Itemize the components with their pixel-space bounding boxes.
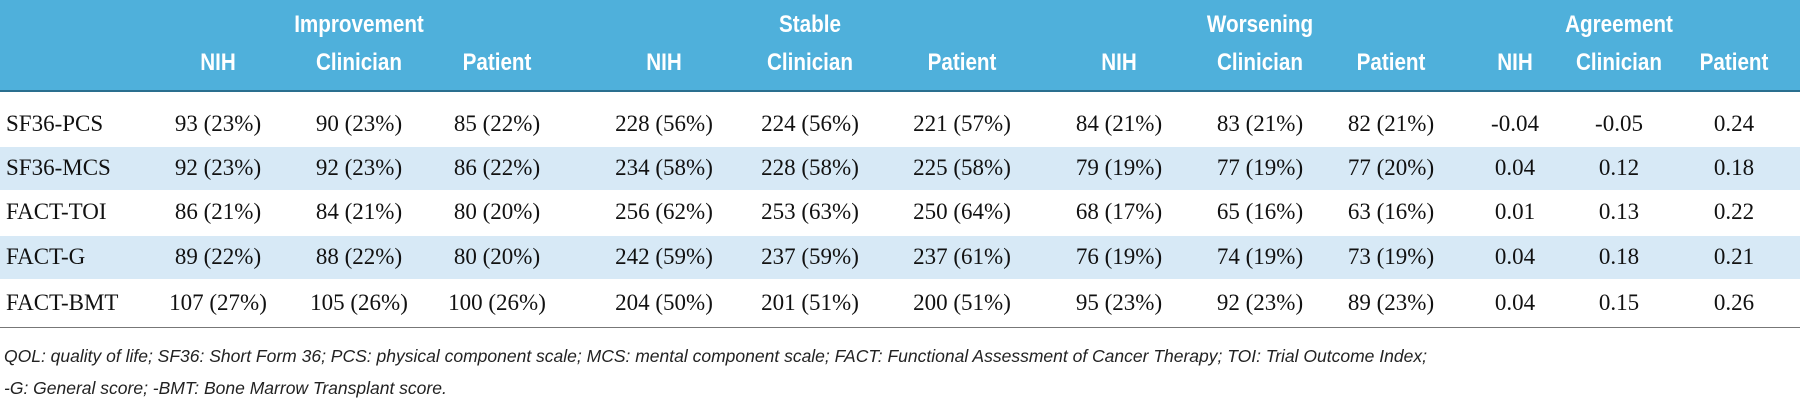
- cell: 0.01: [1494, 199, 1536, 224]
- row-label: FACT-BMT: [6, 290, 119, 315]
- cell: 92 (23%): [174, 155, 262, 180]
- cell: 88 (22%): [315, 244, 403, 269]
- cell: 250 (64%): [913, 199, 1011, 224]
- cell: 0.04: [1494, 244, 1536, 269]
- cell: 79 (19%): [1075, 155, 1163, 180]
- row-band: [0, 147, 1800, 190]
- cell: 73 (19%): [1347, 244, 1435, 269]
- cell: 89 (22%): [174, 244, 262, 269]
- cell: 84 (21%): [315, 199, 403, 224]
- cell: 0.22: [1713, 199, 1755, 224]
- column-header: Patient: [927, 49, 997, 76]
- cell: 86 (22%): [453, 155, 541, 180]
- cell: 253 (63%): [761, 199, 859, 224]
- cell: 242 (59%): [615, 244, 713, 269]
- cell: 107 (27%): [169, 290, 267, 315]
- column-header: NIH: [200, 49, 236, 76]
- cell: 85 (22%): [453, 111, 541, 136]
- row-label: FACT-G: [6, 244, 86, 269]
- column-header: NIH: [646, 49, 682, 76]
- cell: 77 (19%): [1216, 155, 1304, 180]
- group-header: Agreement: [1565, 11, 1673, 38]
- group-header: Worsening: [1206, 11, 1314, 38]
- cell: 237 (59%): [761, 244, 859, 269]
- cell: 201 (51%): [761, 290, 859, 315]
- header-background: [0, 0, 1800, 92]
- cell: 90 (23%): [315, 111, 403, 136]
- cell: 76 (19%): [1075, 244, 1163, 269]
- cell: 77 (20%): [1347, 155, 1435, 180]
- column-header: NIH: [1497, 49, 1533, 76]
- cell: 0.21: [1713, 244, 1755, 269]
- cell: 200 (51%): [913, 290, 1011, 315]
- column-header: Clinician: [1575, 49, 1663, 76]
- cell: 221 (57%): [913, 111, 1011, 136]
- cell: 84 (21%): [1075, 111, 1163, 136]
- column-header: Clinician: [1216, 49, 1304, 76]
- cell: -0.04: [1491, 111, 1539, 136]
- cell: 83 (21%): [1216, 111, 1304, 136]
- column-header: Clinician: [766, 49, 854, 76]
- column-header: NIH: [1101, 49, 1137, 76]
- cell: 92 (23%): [1216, 290, 1304, 315]
- cell: 0.04: [1494, 290, 1536, 315]
- group-header: Improvement: [294, 11, 424, 38]
- cell: 105 (26%): [310, 290, 408, 315]
- cell: 0.26: [1713, 290, 1755, 315]
- cell: 224 (56%): [761, 111, 859, 136]
- cell: 204 (50%): [615, 290, 713, 315]
- cell: 0.12: [1598, 155, 1640, 180]
- cell: 80 (20%): [453, 199, 541, 224]
- cell: 237 (61%): [913, 244, 1011, 269]
- cell: 63 (16%): [1347, 199, 1435, 224]
- cell: 100 (26%): [448, 290, 546, 315]
- column-header: Patient: [462, 49, 532, 76]
- column-header: Patient: [1356, 49, 1426, 76]
- group-header: Stable: [779, 11, 841, 38]
- cell: 234 (58%): [615, 155, 713, 180]
- cell: 95 (23%): [1075, 290, 1163, 315]
- cell: 0.15: [1598, 290, 1640, 315]
- cell: 256 (62%): [615, 199, 713, 224]
- cell: 86 (21%): [174, 199, 262, 224]
- cell: 0.18: [1713, 155, 1755, 180]
- cell: 92 (23%): [315, 155, 403, 180]
- table-bottom-rule: [0, 327, 1800, 328]
- cell: 0.24: [1713, 111, 1755, 136]
- cell: 225 (58%): [913, 155, 1011, 180]
- cell: 74 (19%): [1216, 244, 1304, 269]
- cell: -0.05: [1595, 111, 1643, 136]
- cell: 228 (58%): [761, 155, 859, 180]
- cell: 65 (16%): [1216, 199, 1304, 224]
- footnote: QOL: quality of life; SF36: Short Form 3…: [4, 346, 1427, 366]
- column-header: Patient: [1699, 49, 1769, 76]
- cell: 0.04: [1494, 155, 1536, 180]
- cell: 0.18: [1598, 244, 1640, 269]
- cell: 68 (17%): [1075, 199, 1163, 224]
- row-label: FACT-TOI: [6, 199, 107, 224]
- cell: 82 (21%): [1347, 111, 1435, 136]
- row-label: SF36-PCS: [6, 111, 104, 136]
- cell: 0.13: [1598, 199, 1640, 224]
- column-header: Clinician: [315, 49, 403, 76]
- row-label: SF36-MCS: [6, 155, 111, 180]
- cell: 80 (20%): [453, 244, 541, 269]
- cell: 89 (23%): [1347, 290, 1435, 315]
- footnote: -G: General score; -BMT: Bone Marrow Tra…: [4, 378, 447, 398]
- cell: 228 (56%): [615, 111, 713, 136]
- row-band: [0, 236, 1800, 279]
- cell: 93 (23%): [174, 111, 262, 136]
